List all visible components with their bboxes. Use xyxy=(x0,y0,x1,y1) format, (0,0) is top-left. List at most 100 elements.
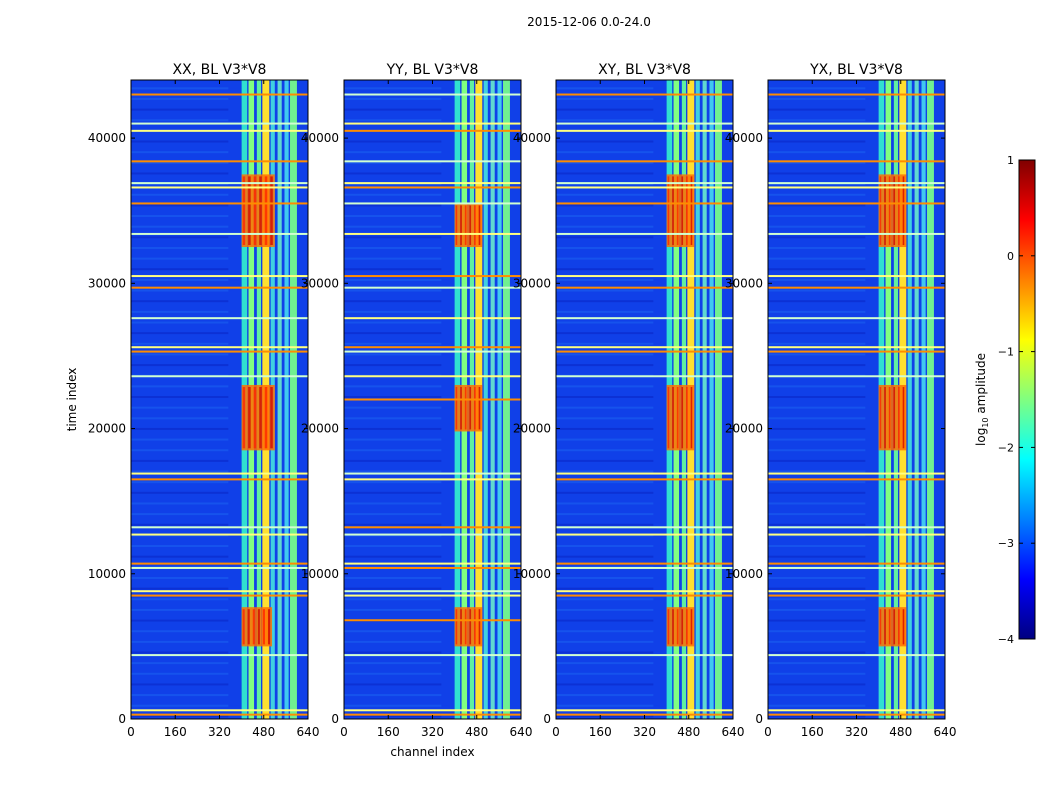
rfi-row xyxy=(344,350,521,353)
hot-cell xyxy=(902,386,905,449)
hot-cell xyxy=(676,609,679,645)
rfi-row xyxy=(768,654,945,657)
noise-stripe xyxy=(768,662,866,665)
heatmap-panels: 0 160 320 480 640 0 10000 20000 30000 40000 XX, BL… xyxy=(65,62,956,759)
noise-stripe xyxy=(556,555,654,558)
rfi-row xyxy=(344,713,521,716)
noise-stripe xyxy=(344,225,442,228)
noise-stripe xyxy=(556,342,654,345)
y-tick-label: 40000 xyxy=(88,131,126,145)
noise-stripe xyxy=(768,427,866,430)
rfi-row xyxy=(556,709,733,712)
rfi-row xyxy=(131,129,308,132)
hot-cell xyxy=(690,386,693,449)
rfi-row xyxy=(131,350,308,353)
rfi-row xyxy=(131,317,308,320)
noise-stripe xyxy=(556,640,654,643)
hot-cell xyxy=(469,609,472,645)
hot-region xyxy=(454,384,483,432)
noise-stripe xyxy=(131,385,229,388)
hot-region xyxy=(878,174,907,248)
noise-stripe xyxy=(344,406,442,409)
colorbar-tick-label: −2 xyxy=(998,441,1014,454)
colorbar-label-prefix: log xyxy=(974,428,988,446)
noise-stripe xyxy=(556,523,654,526)
noise-stripe xyxy=(344,651,442,654)
x-tick-label: 640 xyxy=(297,725,320,739)
hot-cell xyxy=(478,205,481,246)
hot-region xyxy=(878,384,907,451)
noise-stripe xyxy=(131,715,229,718)
rfi-row xyxy=(344,375,521,378)
colorbar-label: log10 amplitude xyxy=(974,353,990,446)
noise-stripe xyxy=(768,119,866,122)
noise-stripe xyxy=(344,662,442,665)
hot-cell xyxy=(884,176,886,246)
frequency-band xyxy=(709,80,714,719)
hot-cell xyxy=(253,386,257,449)
hot-cell xyxy=(253,176,257,246)
x-tick-label: 160 xyxy=(164,725,187,739)
noise-stripe xyxy=(344,459,442,462)
noise-stripe xyxy=(344,630,442,633)
noise-stripe xyxy=(344,694,442,697)
hot-region xyxy=(666,384,695,451)
noise-stripe xyxy=(556,332,654,335)
noise-stripe xyxy=(768,193,866,196)
hot-cell xyxy=(888,386,891,449)
heatmap-body xyxy=(344,80,521,719)
x-tick-label: 320 xyxy=(421,725,444,739)
noise-stripe xyxy=(768,555,866,558)
rfi-row xyxy=(131,286,308,289)
y-tick-label: 0 xyxy=(331,712,339,726)
hot-cell xyxy=(893,609,896,645)
heatmap-panel-yx: 0 160 320 480 640 0 10000 20000 30000 40000 YX, BL… xyxy=(725,62,957,739)
hot-cell xyxy=(681,176,684,246)
hot-cell xyxy=(267,609,271,645)
noise-stripe xyxy=(344,587,442,590)
rfi-row xyxy=(556,122,733,125)
noise-stripe xyxy=(344,321,442,324)
rfi-row xyxy=(556,186,733,189)
hot-cell xyxy=(681,386,684,449)
noise-stripe xyxy=(131,427,229,430)
rfi-row xyxy=(131,93,308,96)
noise-stripe xyxy=(768,502,866,505)
noise-stripe xyxy=(768,598,866,601)
noise-stripe xyxy=(556,161,654,164)
noise-stripe xyxy=(344,481,442,484)
y-tick-label: 30000 xyxy=(301,276,339,290)
noise-stripe xyxy=(344,353,442,356)
rfi-row xyxy=(768,275,945,278)
noise-stripe xyxy=(131,278,229,281)
rfi-row xyxy=(556,160,733,163)
hot-cell xyxy=(264,386,268,449)
rfi-row xyxy=(344,186,521,189)
hot-cell xyxy=(902,176,905,246)
noise-stripe xyxy=(556,310,654,313)
colorbar-tick-label: 0 xyxy=(1007,250,1014,263)
rfi-row xyxy=(556,129,733,132)
x-tick-label: 480 xyxy=(465,725,488,739)
noise-stripe xyxy=(556,215,654,218)
noise-stripe xyxy=(344,427,442,430)
noise-stripe xyxy=(768,640,866,643)
noise-stripe xyxy=(344,449,442,452)
rfi-row xyxy=(344,533,521,536)
noise-stripe xyxy=(768,491,866,494)
noise-stripe xyxy=(131,289,229,292)
rfi-row xyxy=(556,346,733,349)
noise-stripe xyxy=(768,257,866,260)
noise-stripe xyxy=(344,310,442,313)
noise-stripe xyxy=(556,278,654,281)
noise-stripe xyxy=(768,161,866,164)
noise-stripe xyxy=(556,608,654,611)
noise-stripe xyxy=(768,268,866,271)
hot-cell xyxy=(474,205,476,246)
hot-region xyxy=(878,607,907,647)
rfi-row xyxy=(768,594,945,597)
noise-stripe xyxy=(131,576,229,579)
noise-stripe xyxy=(131,225,229,228)
hot-cell xyxy=(879,386,882,449)
colorbar-tick-label: −4 xyxy=(998,633,1014,646)
